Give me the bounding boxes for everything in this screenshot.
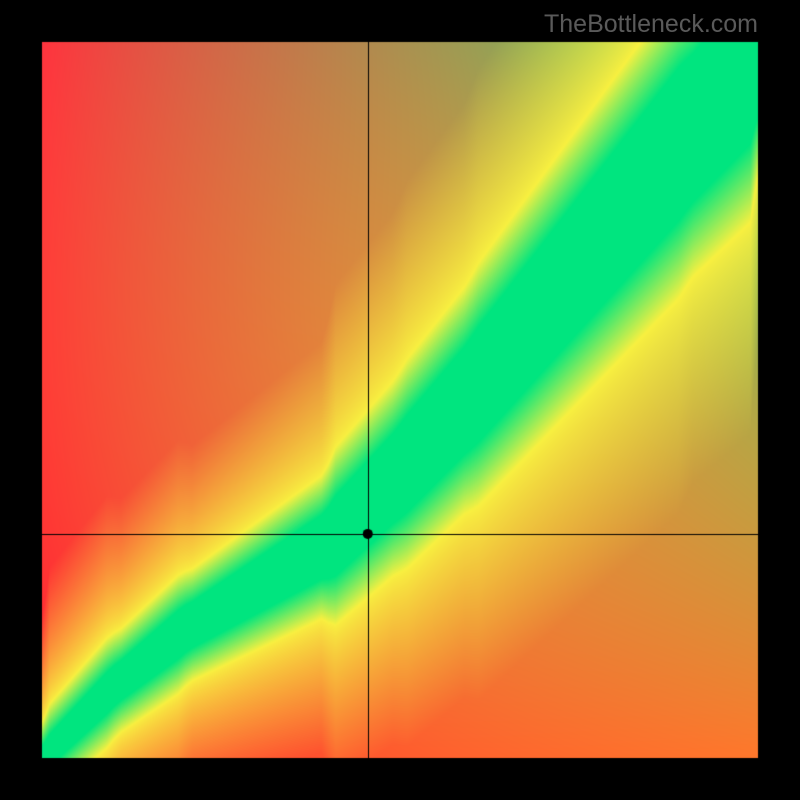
bottleneck-heatmap bbox=[0, 0, 800, 800]
watermark-text: TheBottleneck.com bbox=[544, 10, 758, 39]
